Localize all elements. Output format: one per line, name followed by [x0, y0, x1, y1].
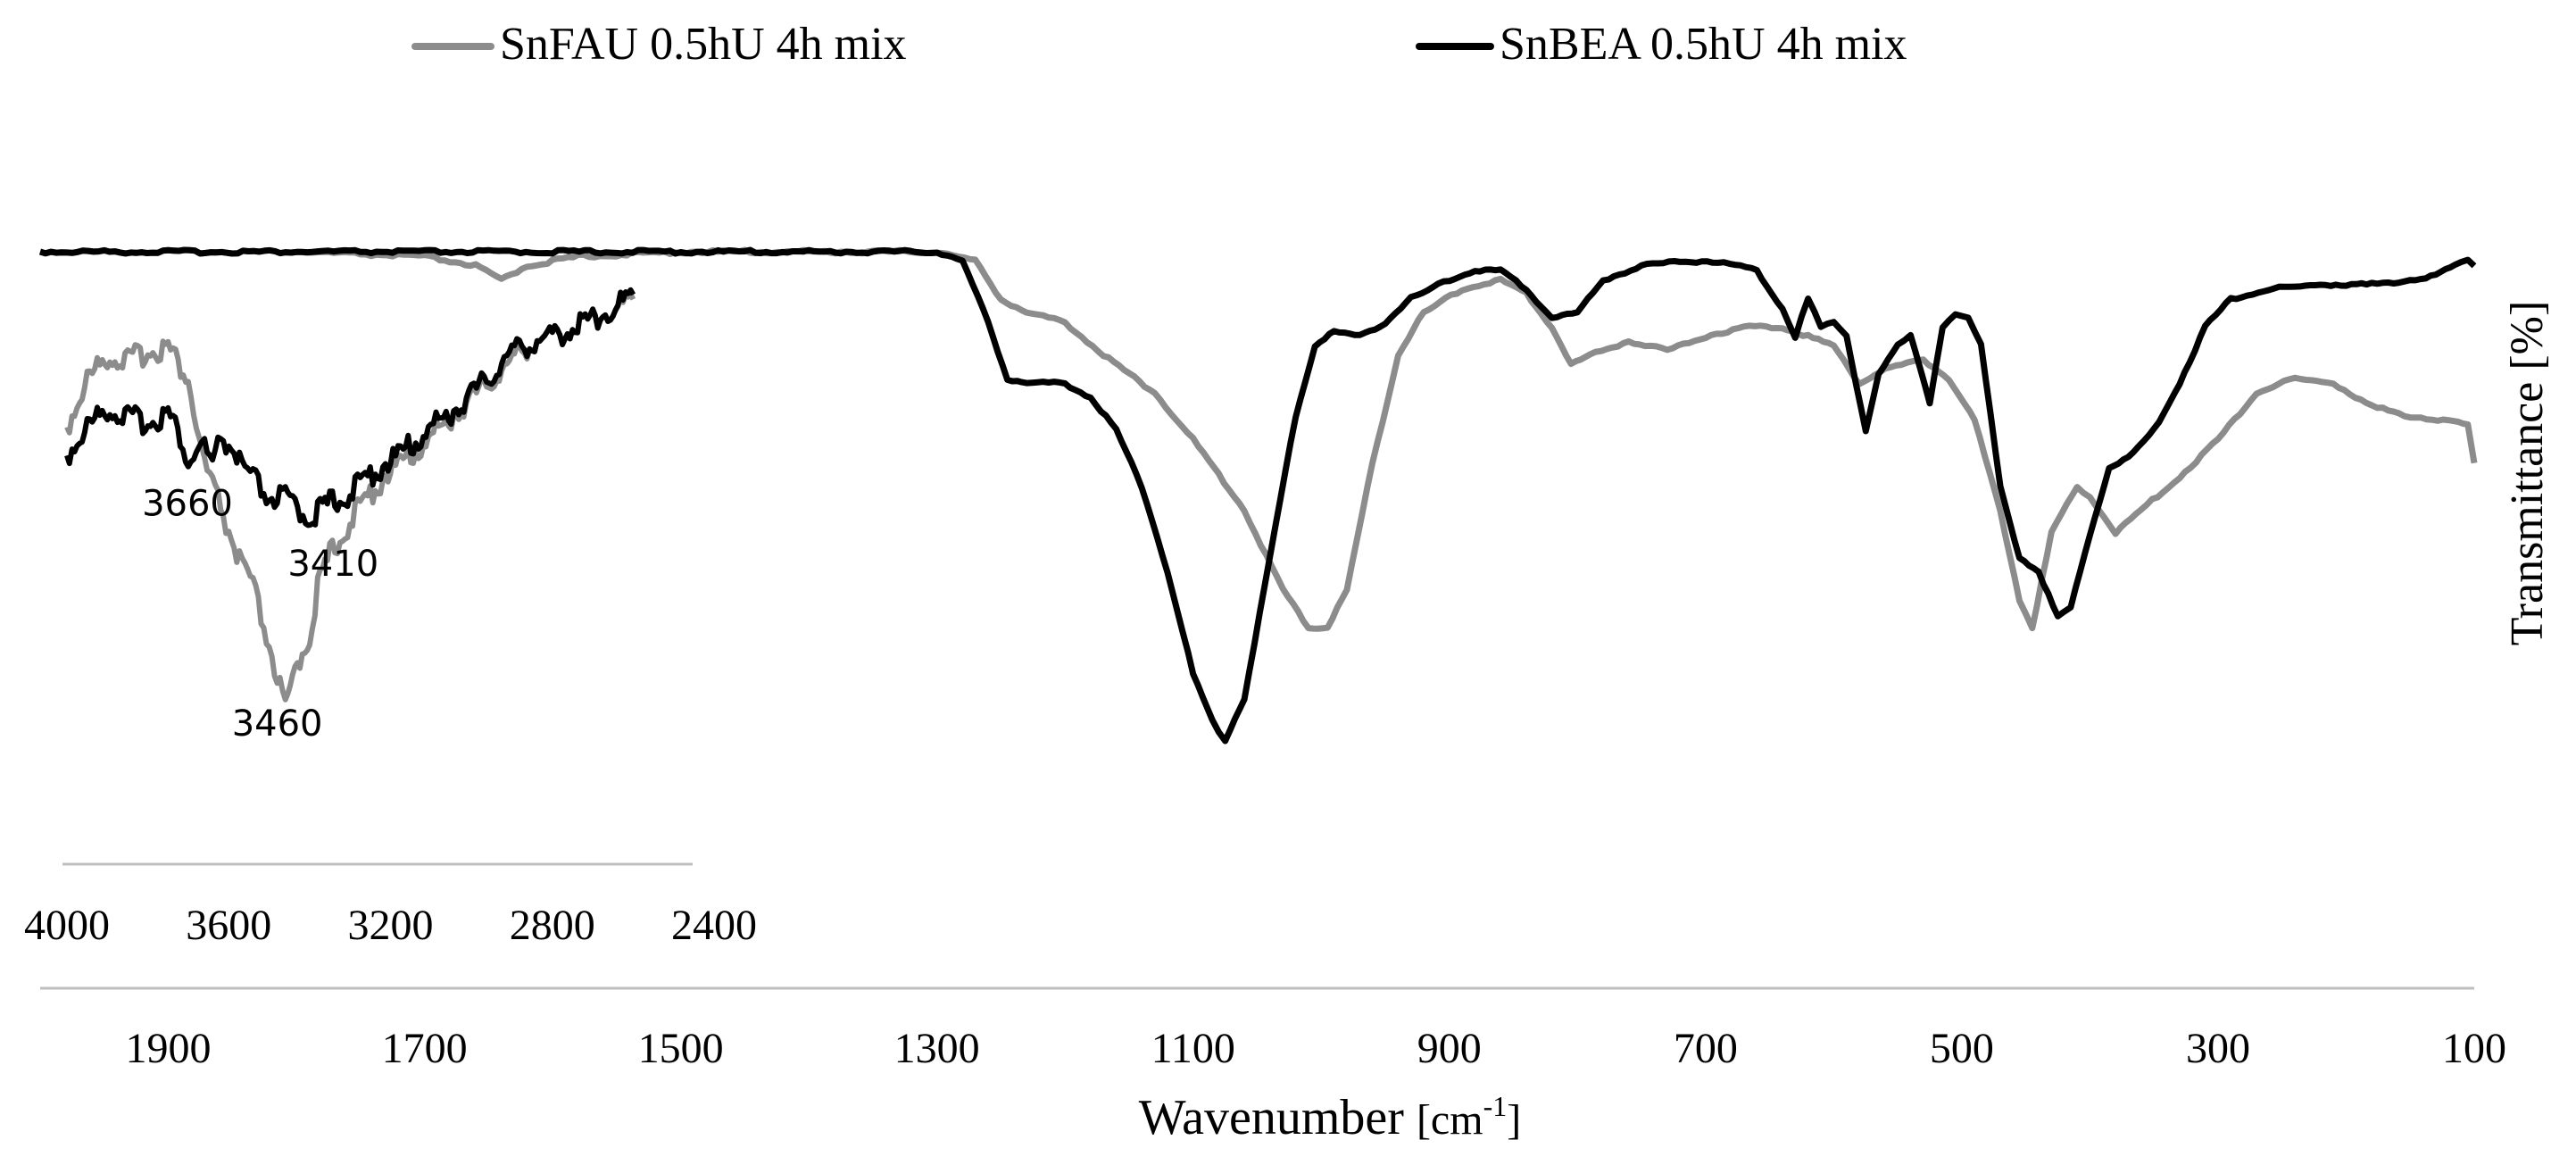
- inset-x-tick-label: 2800: [510, 902, 595, 949]
- inset-x-tick-label: 2400: [671, 902, 757, 949]
- main-x-tick-label: 900: [1417, 1025, 1482, 1072]
- main-x-tick-label: 1500: [638, 1025, 724, 1072]
- x-axis-label: Wavenumber [cm-1]: [1139, 1090, 1521, 1145]
- series-line-snfau: [38, 246, 2478, 632]
- series-line-snbea: [38, 246, 2477, 745]
- x-axis-label-unit-prefix: [cm: [1417, 1096, 1483, 1144]
- main-x-tick-label: 1700: [382, 1025, 468, 1072]
- inset-peak-annotation: 3410: [287, 544, 378, 585]
- main-x-tick-label: 1900: [126, 1025, 212, 1072]
- inset-annotations: 3660 3410 3460: [142, 483, 378, 745]
- main-x-tick-label: 300: [2186, 1025, 2250, 1072]
- x-axis-label-unit-sup: -1: [1483, 1090, 1508, 1122]
- x-axis-label-main: Wavenumber: [1139, 1090, 1404, 1145]
- main-x-tick-label: 1300: [894, 1025, 980, 1072]
- inset-x-tick-labels: 4000 3600 3200 2800 2400: [24, 902, 757, 949]
- inset-x-tick-label: 4000: [24, 902, 110, 949]
- inset-peak-annotation: 3460: [232, 703, 323, 745]
- y-axis-label: Transmittance [%]: [2502, 301, 2553, 646]
- inset-x-tick-label: 3600: [186, 902, 271, 949]
- inset-peak-annotation: 3660: [142, 483, 233, 524]
- legend-label-snbea: SnBEA 0.5hU 4h mix: [1500, 19, 1907, 70]
- main-x-tick-label: 1100: [1151, 1025, 1235, 1072]
- inset-series-line-snbea: [64, 287, 636, 528]
- main-x-tick-label: 100: [2442, 1025, 2506, 1072]
- legend-label-snfau: SnFAU 0.5hU 4h mix: [500, 19, 907, 70]
- main-series-group: [38, 246, 2478, 745]
- main-x-tick-label: 700: [1674, 1025, 1738, 1072]
- main-x-tick-labels: 1900 1700 1500 1300 1100 900 700 500 300 100: [126, 1025, 2506, 1072]
- x-axis-label-unit-suffix: ]: [1507, 1096, 1521, 1144]
- inset-x-tick-label: 3200: [348, 902, 434, 949]
- inset-series-group: [64, 287, 636, 703]
- legend: SnFAU 0.5hU 4h mix SnBEA 0.5hU 4h mix: [411, 19, 1907, 70]
- main-x-tick-label: 500: [1930, 1025, 1994, 1072]
